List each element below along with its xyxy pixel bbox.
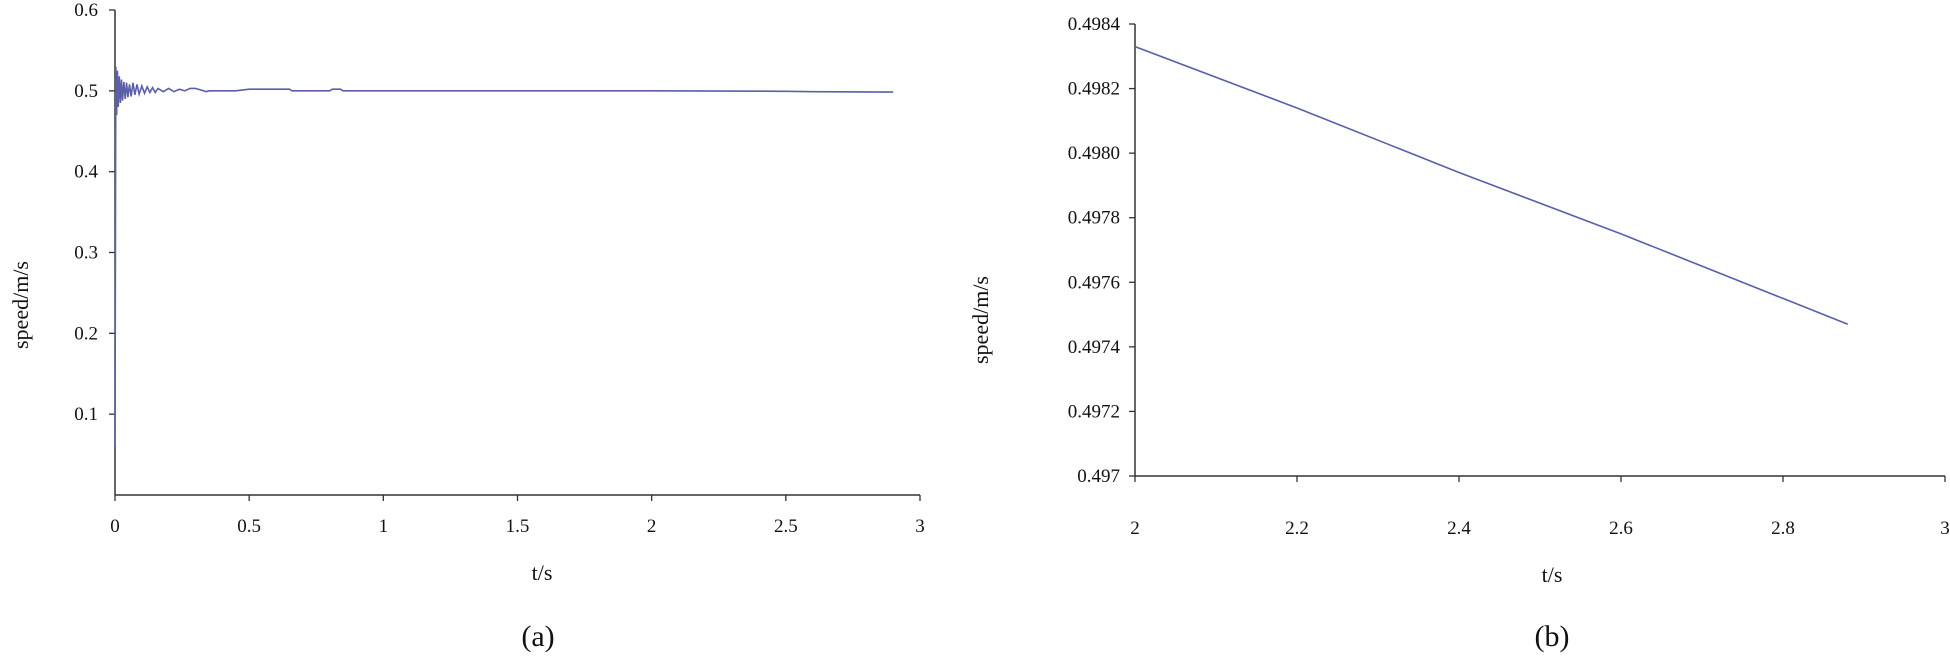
panel-b: 0.497 0.4972 0.4974 0.4976 0.4978 0.4980 0.498… xyxy=(968,14,1950,653)
panel-b-caption: (b) xyxy=(1535,620,1570,653)
panel-a-xtick-label: 1 xyxy=(379,516,389,537)
panel-b-xtick-label: 2 xyxy=(1130,518,1140,539)
panel-b-ytick-label: 0.4982 xyxy=(1068,79,1120,100)
panel-a-y-axis-label: speed/m/s xyxy=(8,261,33,349)
panel-a-ytick-label: 0.5 xyxy=(74,81,98,102)
panel-a-ytick-label: 0.4 xyxy=(74,162,98,183)
panel-b-xtick-labels: 2 2.2 2.4 2.6 2.8 3 xyxy=(1130,518,1950,539)
panel-b-ytick-label: 0.4984 xyxy=(1068,14,1121,35)
panel-a-ytick-labels: 0.1 0.2 0.3 0.4 0.5 0.6 xyxy=(74,0,98,425)
panel-b-y-axis-label: speed/m/s xyxy=(968,276,993,364)
panel-b-xtick-label: 2.8 xyxy=(1771,518,1795,539)
panel-a: 0.1 0.2 0.3 0.4 0.5 0.6 0 0.5 1 1.5 2 2.5 3 t/s spe… xyxy=(8,0,925,653)
panel-b-x-axis-label: t/s xyxy=(1542,562,1563,587)
panel-a-xtick-label: 0 xyxy=(110,516,120,537)
panel-b-xtick-label: 2.6 xyxy=(1609,518,1633,539)
panel-a-ytick-label: 0.6 xyxy=(74,0,98,21)
panel-a-xtick-label: 1.5 xyxy=(506,516,530,537)
panel-a-caption: (a) xyxy=(521,620,554,653)
panel-a-ytick-label: 0.2 xyxy=(74,323,98,344)
panel-b-axes xyxy=(1129,23,1946,482)
panel-b-ytick-label: 0.4974 xyxy=(1068,337,1121,358)
panel-a-x-axis-label: t/s xyxy=(532,560,553,585)
panel-a-axes xyxy=(109,9,921,501)
panel-a-xtick-label: 2 xyxy=(647,516,657,537)
panel-a-xtick-label: 2.5 xyxy=(774,516,798,537)
panel-b-ytick-label: 0.497 xyxy=(1077,466,1120,487)
panel-b-ytick-label: 0.4980 xyxy=(1068,143,1120,164)
panel-a-xtick-labels: 0 0.5 1 1.5 2 2.5 3 xyxy=(110,516,925,537)
panel-a-speed-line xyxy=(114,66,894,447)
panel-b-ytick-label: 0.4978 xyxy=(1068,208,1120,229)
panel-b-xtick-label: 2.4 xyxy=(1447,518,1471,539)
panel-b-ytick-label: 0.4976 xyxy=(1068,272,1120,293)
panel-b-ytick-label: 0.4972 xyxy=(1068,401,1120,422)
panel-b-ytick-labels: 0.497 0.4972 0.4974 0.4976 0.4978 0.4980 0.498… xyxy=(1068,14,1121,487)
panel-a-xtick-label: 0.5 xyxy=(237,516,261,537)
panel-a-ytick-label: 0.3 xyxy=(74,243,98,264)
panel-a-ytick-label: 0.1 xyxy=(74,404,98,425)
panel-b-speed-line xyxy=(1134,45,1849,326)
panel-b-xtick-label: 3 xyxy=(1940,518,1950,539)
panel-a-xtick-label: 3 xyxy=(915,516,925,537)
panel-b-xtick-label: 2.2 xyxy=(1285,518,1309,539)
